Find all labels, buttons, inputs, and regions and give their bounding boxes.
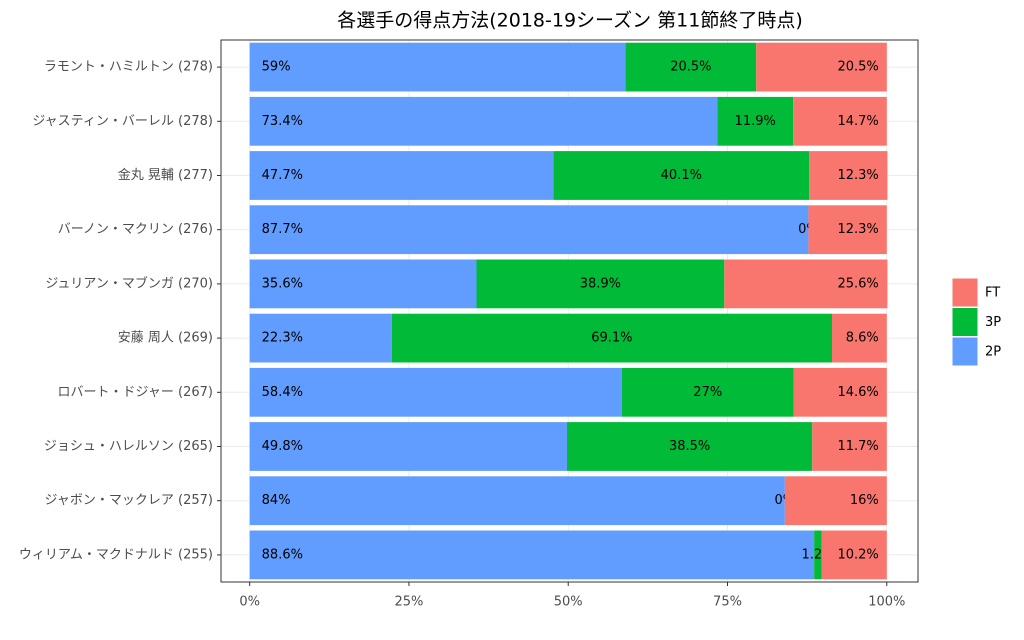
data-label: 27% xyxy=(693,385,722,400)
bar-segment xyxy=(249,367,622,417)
data-label: 38.9% xyxy=(580,276,621,291)
data-label: 69.1% xyxy=(591,331,632,346)
y-tick-label: ジャスティン・バーレル (278) xyxy=(32,114,213,129)
bar-segment xyxy=(808,205,887,255)
data-label: 14.7% xyxy=(837,114,878,129)
bar-segment xyxy=(391,313,832,363)
data-label: 22.3% xyxy=(262,331,303,346)
bar-segment xyxy=(476,259,725,309)
data-label: 73.4% xyxy=(262,114,303,129)
bar-segment xyxy=(566,422,813,471)
x-tick-label: 75% xyxy=(713,595,742,610)
data-label: 11.9% xyxy=(735,114,776,129)
bar-segment xyxy=(249,205,809,255)
data-label: 87.7% xyxy=(262,222,303,237)
x-tick-label: 0% xyxy=(239,595,260,610)
bar-segment xyxy=(724,259,888,309)
data-label: 25.6% xyxy=(837,276,878,291)
bar-segment xyxy=(249,259,477,309)
bar-segment xyxy=(717,96,794,146)
data-label: 20.5% xyxy=(837,60,878,75)
bar-segment xyxy=(249,151,554,200)
bar-segment xyxy=(809,151,888,200)
y-tick-label: ジョシュ・ハレルソン (265) xyxy=(44,439,213,454)
y-tick-label: ロバート・ドジャー (267) xyxy=(58,385,213,400)
bar-segment xyxy=(249,42,626,92)
bar-segment xyxy=(249,422,567,471)
x-tick-label: 25% xyxy=(394,595,423,610)
legend-label: 2P xyxy=(985,345,1001,360)
y-tick-label: 安藤 周人 (269) xyxy=(118,331,213,346)
data-label: 58.4% xyxy=(262,385,303,400)
x-tick-label: 50% xyxy=(554,595,583,610)
data-label: 38.5% xyxy=(669,439,710,454)
data-label: 59% xyxy=(262,60,291,75)
legend-swatch xyxy=(951,277,979,308)
y-tick-label: ジュリアン・マブンガ (270) xyxy=(45,275,213,291)
legend-label: 3P xyxy=(985,315,1001,330)
bar-segment xyxy=(756,42,887,92)
bar-segment xyxy=(793,96,887,146)
bar-segment xyxy=(812,422,887,471)
data-label: 8.6% xyxy=(846,331,879,346)
bar-segment xyxy=(831,313,887,363)
bar-segment xyxy=(249,530,815,580)
y-tick-label: バーノン・マクリン (276) xyxy=(58,222,213,237)
plot-border xyxy=(220,39,919,583)
data-label: 84% xyxy=(262,493,291,508)
y-tick-label: ジャボン・マックレア (257) xyxy=(45,493,213,508)
x-tick-label: 100% xyxy=(868,595,905,610)
data-label: 10.2% xyxy=(837,547,878,562)
data-label: 20.5% xyxy=(670,60,711,75)
y-tick-label: 金丸 晃輔 (277) xyxy=(118,167,213,183)
legend-swatch xyxy=(951,336,979,367)
data-label: 12.3% xyxy=(837,168,878,183)
y-tick-label: ラモント・ハミルトン (278) xyxy=(44,60,213,75)
data-label: 49.8% xyxy=(262,439,303,454)
data-label: 14.6% xyxy=(837,385,878,400)
data-label: 47.7% xyxy=(262,168,303,183)
bar-segment xyxy=(793,367,887,417)
bar-segment xyxy=(821,530,887,580)
bar-segment xyxy=(249,96,718,146)
bar-segment xyxy=(553,151,810,200)
bar-segment xyxy=(249,313,392,363)
chart-title: 各選手の得点方法(2018-19シーズン 第11節終了時点) xyxy=(337,10,802,32)
data-label: 88.6% xyxy=(262,547,303,562)
bar-segment xyxy=(621,367,794,417)
legend-swatch xyxy=(951,307,979,337)
bar-segment xyxy=(814,530,822,580)
bar-segment xyxy=(784,476,887,526)
data-label: 11.7% xyxy=(837,439,878,454)
data-label: 16% xyxy=(850,493,879,508)
bar-segment xyxy=(625,42,757,92)
data-label: 12.3% xyxy=(837,222,878,237)
y-tick-label: ウィリアム・マクドナルド (255) xyxy=(19,547,213,562)
bar-segment xyxy=(249,476,785,526)
data-label: 40.1% xyxy=(661,168,702,183)
data-label: 35.6% xyxy=(262,276,303,291)
legend-label: FT xyxy=(985,286,1000,301)
